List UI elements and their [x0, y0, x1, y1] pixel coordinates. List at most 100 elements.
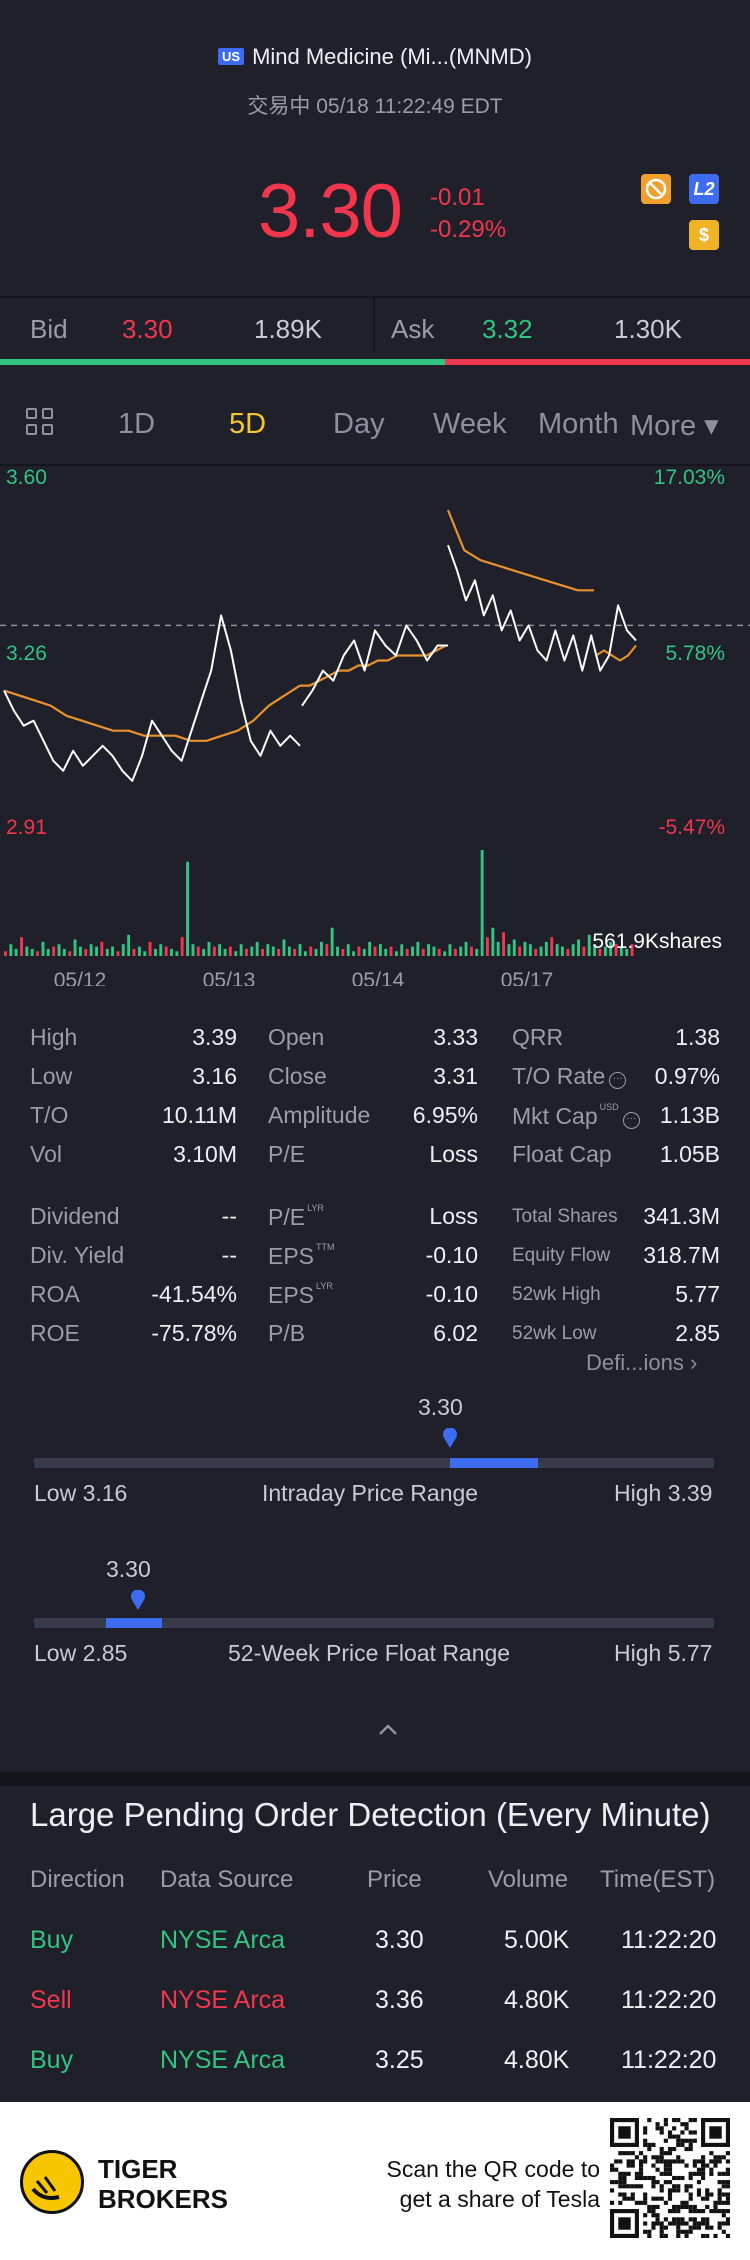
volume-bar [89, 944, 93, 956]
price-line [3, 614, 301, 782]
volume-bar [470, 946, 473, 956]
qr-code-icon[interactable] [610, 2118, 730, 2238]
volume-bar [137, 946, 141, 956]
volume-bar [395, 951, 398, 956]
volume-bar [352, 951, 355, 956]
volume-bar [619, 946, 623, 956]
stat-label: Float Cap [512, 1141, 612, 1167]
price-chart[interactable]: 3.60 3.26 2.91 17.03% 5.78% -5.47% 561.9… [0, 466, 750, 986]
layout-grid-icon[interactable] [26, 408, 56, 438]
volume-bar [266, 944, 270, 956]
stat-value: 10.11M [161, 1102, 237, 1128]
tab-week[interactable]: Week [433, 408, 507, 440]
stat-value: 6.02 [433, 1320, 478, 1346]
stat-label: Mkt Cap USD··· [512, 1102, 640, 1130]
ask-strength-bar [445, 359, 750, 365]
stat-label: 52wk Low [512, 1323, 597, 1344]
intraday-label: Intraday Price Range [262, 1480, 479, 1506]
volume-bar [170, 948, 173, 956]
volume-bar [453, 948, 457, 956]
volume-bar [218, 944, 222, 956]
level2-icon[interactable]: L2 [689, 174, 719, 204]
intraday-low: Low 3.16 [34, 1480, 128, 1506]
definitions-link[interactable]: Defi...ions › [586, 1350, 698, 1375]
volume-bar [180, 937, 184, 956]
stat-label: P/E LYR [268, 1203, 324, 1230]
bid-size: 1.89K [254, 314, 322, 344]
order-price: 3.36 [375, 1986, 424, 2014]
volume-bar [191, 944, 195, 956]
stat-label: ROE [30, 1320, 80, 1346]
volume-bar [164, 946, 168, 956]
x-tick-0514: 05/14 [352, 969, 405, 986]
tab-month[interactable]: Month [538, 408, 619, 440]
volume-bar [325, 944, 329, 956]
stat-value: 318.7M [643, 1242, 720, 1268]
volume-bar [20, 937, 23, 956]
tab-more[interactable]: More ▾ [630, 410, 719, 442]
info-icon[interactable]: ··· [622, 1112, 640, 1129]
volume-bar [330, 927, 334, 956]
order-source: NYSE Arca [160, 1926, 286, 1954]
stat-label: 52wk High [512, 1284, 601, 1305]
order-volume: 4.80K [504, 2046, 570, 2074]
stat-value: 3.39 [192, 1024, 237, 1050]
col-time: Time(EST) [600, 1866, 716, 1893]
col-direction: Direction [30, 1866, 125, 1893]
stat-value: 3.31 [433, 1063, 478, 1089]
volume-bar [223, 948, 227, 956]
stat-label: High [30, 1024, 78, 1050]
volume-bar [502, 932, 505, 956]
order-volume: 5.00K [504, 1926, 570, 1954]
volume-bar [437, 948, 441, 956]
tab-5d[interactable]: 5D [229, 408, 267, 440]
collapse-chevron-icon[interactable] [378, 1722, 398, 1736]
volume-bar [609, 941, 613, 956]
volume-bar [255, 941, 259, 956]
volume-bar [25, 946, 29, 956]
market-badge: US [218, 48, 245, 65]
col-volume: Volume [488, 1866, 569, 1893]
volume-bar [116, 951, 120, 956]
volume-bar [373, 946, 377, 956]
volume-bar [389, 946, 393, 956]
volume-bar [496, 941, 500, 956]
no-short-icon[interactable] [641, 174, 671, 204]
avg-price-line [446, 509, 594, 592]
stat-label: T/O [30, 1102, 69, 1128]
stock-name: Mind Medicine (Mi...(MNMD) [252, 44, 532, 69]
volume-bar [132, 948, 136, 956]
info-icon[interactable]: ··· [609, 1072, 627, 1089]
stat-value: -75.78% [151, 1320, 237, 1346]
volume-bar [250, 946, 254, 956]
tab-1d[interactable]: 1D [118, 408, 156, 440]
volume-bar [603, 946, 607, 956]
stat-label: P/E [268, 1141, 306, 1167]
stat-label: P/B [268, 1320, 306, 1346]
volume-bar [378, 944, 382, 956]
volume-bar [368, 941, 372, 956]
volume-bar [507, 944, 511, 956]
avg-price-line [300, 644, 447, 687]
volume-bar [475, 948, 479, 956]
intraday-high: High 3.39 [614, 1480, 713, 1506]
stat-label: Amplitude [268, 1102, 371, 1128]
volume-bar [528, 944, 532, 956]
volume-bar [587, 934, 591, 956]
col-data-source: Data Source [160, 1866, 294, 1893]
chart-period-tabs [0, 372, 750, 466]
stat-label: ROA [30, 1281, 80, 1307]
y-pct-mid: 5.78% [665, 642, 725, 665]
volume-bar [159, 944, 163, 956]
tab-day[interactable]: Day [333, 408, 385, 440]
order-price: 3.30 [375, 1926, 424, 1954]
stat-label: Vol [30, 1141, 62, 1167]
last-price: 3.30 [258, 169, 403, 254]
volume-bar [186, 861, 189, 956]
price-change-pct: -0.29% [430, 216, 507, 243]
volume-bar [518, 946, 522, 956]
stat-label: T/O Rate ··· [512, 1063, 627, 1090]
stat-value: 5.77 [675, 1281, 720, 1307]
currency-icon[interactable]: $ [689, 220, 719, 250]
order-source: NYSE Arca [160, 2046, 286, 2074]
